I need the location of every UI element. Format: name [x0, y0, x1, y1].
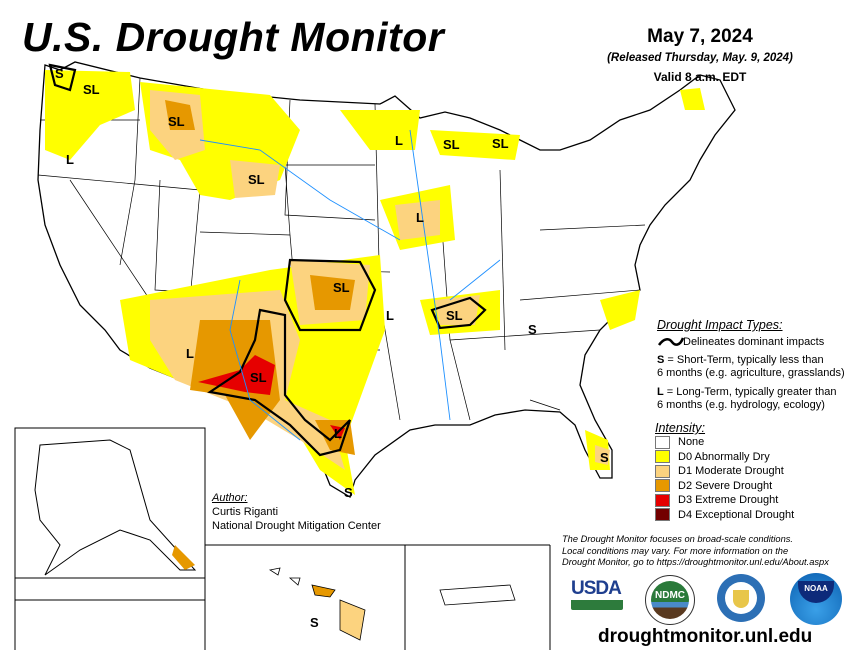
intensity-legend-item: D0 Abnormally Dry: [655, 450, 794, 465]
label-ky-sl: SL: [446, 308, 463, 323]
s-desc2: 6 months (e.g. agriculture, grasslands): [657, 367, 845, 379]
intensity-swatch: [655, 508, 670, 522]
intensity-swatch: [655, 493, 670, 507]
impact-labels: S SL L SL SL L SL SL L SL L SL S L SL L …: [55, 66, 609, 630]
label-wy-sl: SL: [248, 172, 265, 187]
label-mi-sl: SL: [492, 136, 509, 151]
d1-area-iowa: [395, 200, 440, 240]
label-ia-l: L: [416, 210, 424, 225]
label-or-l: L: [66, 152, 74, 167]
alaska-outline: [34, 439, 197, 576]
author-block: Author: Curtis Riganti National Drought …: [212, 491, 381, 533]
label-ok-l: L: [386, 308, 394, 323]
label-mn-l: L: [395, 133, 403, 148]
note-line-3: Drought Monitor, go to https://droughtmo…: [562, 557, 829, 567]
ndmc-logo-text: NDMC: [651, 581, 689, 619]
intensity-legend-item: None: [655, 435, 794, 450]
author-org: National Drought Mitigation Center: [212, 520, 381, 532]
label-fl-s: S: [600, 450, 609, 465]
intensity-label: D2 Severe Drought: [678, 479, 773, 492]
map-date: May 7, 2024: [647, 26, 753, 47]
short-term-text: S = Short-Term, typically less than 6 mon…: [657, 354, 845, 380]
intensity-label: D4 Exceptional Drought: [678, 508, 795, 521]
d1-area-wyoming: [230, 160, 280, 198]
label-tx-l: L: [334, 426, 342, 441]
label-ks-sl: SL: [333, 280, 350, 295]
author-name: Curtis Riganti: [212, 506, 279, 518]
d0-area-michigan: [430, 130, 520, 160]
inset-frames: [14, 427, 551, 650]
label-hi-s: S: [310, 615, 319, 630]
intensity-label: D3 Extreme Drought: [678, 494, 779, 506]
l-key: L: [657, 386, 664, 398]
disclaimer-note: The Drought Monitor focuses on broad-sca…: [562, 534, 829, 569]
impact-delineations: [48, 63, 487, 457]
label-mt-sl: SL: [168, 114, 185, 129]
label-wi-sl: SL: [443, 137, 460, 152]
intensity-legend-item: D2 Severe Drought: [655, 479, 794, 494]
impact-types-legend: Drought Impact Types: Delineates dominan…: [657, 318, 845, 412]
noaa-logo: NOAA: [790, 573, 842, 625]
usda-logo: USDA: [571, 578, 623, 610]
intensity-legend: Intensity: None D0 Abnormally Dry D1 Moder…: [655, 421, 794, 522]
intensity-legend-item: D4 Exceptional Drought: [655, 508, 794, 523]
delineates-text: Delineates dominant impacts: [683, 336, 825, 348]
l-desc: = Long-Term, typically greater than: [663, 386, 837, 398]
ndmc-logo: NDMC: [645, 575, 695, 625]
intensity-swatch: [655, 435, 670, 449]
label-az-l: L: [186, 346, 194, 361]
page-title: U.S. Drought Monitor: [22, 14, 445, 60]
label-sc-s: S: [528, 322, 537, 337]
intensity-legend-item: D1 Moderate Drought: [655, 464, 794, 479]
intensity-label: None: [678, 436, 705, 448]
valid-time: Valid 8 a.m. EDT: [653, 70, 747, 84]
d0-area-northwest: [45, 70, 135, 160]
intensity-swatch: [655, 464, 670, 478]
puerto-rico-outline: [439, 584, 516, 606]
s-key: S: [657, 354, 665, 366]
intensity-swatch: [655, 479, 670, 493]
delineation-line-icon: [657, 337, 685, 346]
d1-area-kentucky: [435, 295, 480, 325]
note-line-2: Local conditions may vary. For more info…: [562, 545, 789, 556]
release-date: (Released Thursday, May. 9, 2024): [607, 52, 793, 64]
intensity-swatch: [655, 450, 670, 464]
s-desc: = Short-Term, typically less than: [664, 354, 824, 366]
label-tx-s: S: [344, 485, 353, 500]
intensity-label: D1 Moderate Drought: [678, 465, 784, 477]
alaska-panhandle-drought: [172, 545, 195, 570]
label-wa-s: S: [55, 66, 64, 81]
d2-area-kansas: [310, 275, 355, 310]
long-term-text: L = Long-Term, typically greater than 6 m…: [657, 386, 845, 412]
usda-logo-text: USDA: [571, 578, 622, 599]
d1-area-florida: [595, 445, 610, 465]
noaa-logo-text: NOAA: [798, 581, 834, 603]
website-url[interactable]: droughtmonitor.unl.edu: [598, 626, 813, 647]
intensity-label: D0 Abnormally Dry: [678, 450, 770, 463]
note-line-1: The Drought Monitor focuses on broad-sca…: [562, 534, 793, 544]
d0-area-maine: [680, 88, 705, 110]
drought-areas: [45, 70, 705, 495]
d0-area-carolinas: [600, 290, 640, 330]
label-nm-sl: SL: [250, 370, 267, 385]
intensity-heading: Intensity:: [655, 421, 706, 435]
d2-area-montana: [165, 100, 195, 130]
d2-area-texas: [315, 420, 355, 455]
intensity-legend-item: D3 Extreme Drought: [655, 493, 794, 508]
impact-types-heading: Drought Impact Types:: [657, 318, 783, 332]
author-heading: Author:: [212, 492, 248, 504]
hawaii-islands: [268, 567, 366, 641]
rivers: [199, 129, 501, 441]
l-desc2: 6 months (e.g. hydrology, ecology): [657, 399, 825, 411]
commerce-logo: [717, 574, 765, 622]
d0-area-upper-midwest: [340, 110, 420, 150]
label-wa-sl: SL: [83, 82, 100, 97]
